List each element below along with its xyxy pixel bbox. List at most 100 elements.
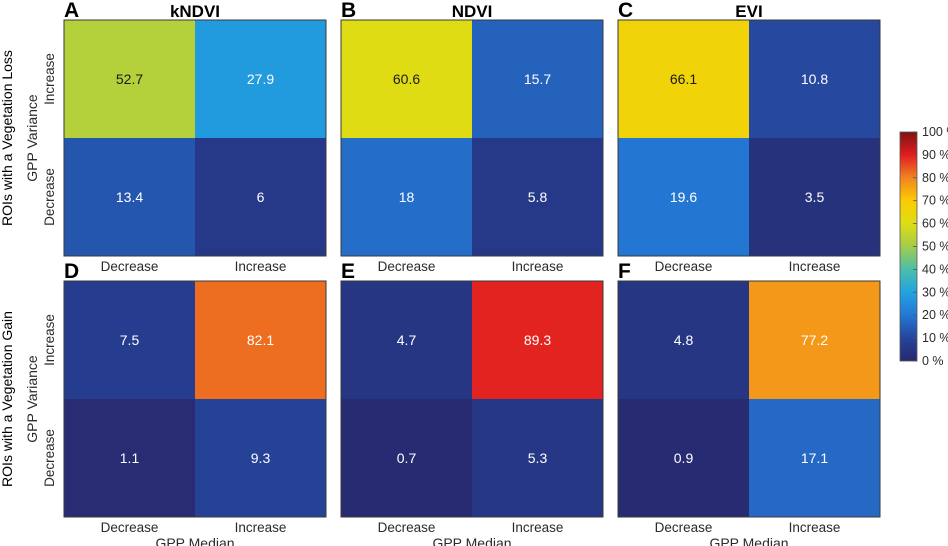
panel-letter: B (341, 0, 356, 22)
heatmap-cell (195, 138, 326, 256)
heatmap-cell (618, 281, 749, 399)
heatmap-cell (341, 138, 472, 256)
panel-title: NDVI (452, 2, 493, 21)
heatmap-cell (341, 281, 472, 399)
x-tick-label: Increase (235, 520, 287, 535)
panel-frame (63, 280, 327, 518)
y-tick-label: Increase (42, 53, 57, 105)
cell-value-label: 0.9 (674, 450, 694, 466)
y-tick-label: Decrease (42, 168, 57, 226)
x-tick-label: Increase (789, 520, 841, 535)
colorbar-tick-label: 60 % (922, 217, 948, 231)
x-axis-title: GPP Median (432, 535, 511, 546)
cell-value-label: 66.1 (670, 71, 697, 87)
cell-value-label: 19.6 (670, 189, 697, 205)
panel-a: 52.7 27.9 13.4 6 A kNDVI Decrease Increase Incre… (0, 0, 327, 274)
panel-title: kNDVI (170, 2, 220, 21)
y-axis-title: GPP Variance (24, 355, 40, 443)
colorbar-tick-label: 80 % (922, 171, 948, 185)
x-tick-label: Decrease (101, 520, 159, 535)
x-tick-label: Decrease (101, 259, 159, 274)
panel-letter: F (618, 260, 631, 283)
heatmap-cell (472, 20, 603, 138)
x-axis-title: GPP Median (155, 535, 234, 546)
cell-value-label: 6 (257, 189, 265, 205)
cell-value-label: 77.2 (801, 332, 828, 348)
colorbar-tick-label: 0 % (922, 354, 944, 368)
colorbar-tick-label: 20 % (922, 308, 948, 322)
cell-value-label: 1.1 (120, 450, 140, 466)
cell-value-label: 4.7 (397, 332, 417, 348)
colorbar-tick-label: 90 % (922, 148, 948, 162)
heatmap-cell (472, 399, 603, 517)
heatmap-cell (195, 399, 326, 517)
colorbar-tick-label: 30 % (922, 285, 948, 299)
cell-value-label: 4.8 (674, 332, 694, 348)
heatmap-cell (341, 20, 472, 138)
cell-value-label: 0.7 (397, 450, 417, 466)
x-tick-label: Decrease (378, 520, 436, 535)
colorbar-tick-label: 50 % (922, 240, 948, 254)
cell-value-label: 10.8 (801, 71, 828, 87)
cell-value-label: 89.3 (524, 332, 551, 348)
heatmap-cell (618, 20, 749, 138)
x-tick-label: Decrease (655, 520, 713, 535)
panel-frame (340, 280, 604, 518)
heatmap-cell (618, 138, 749, 256)
cell-value-label: 17.1 (801, 450, 828, 466)
y-tick-label: Increase (42, 314, 57, 366)
row-title: ROIs with a Vegetation Gain (0, 311, 15, 487)
heatmap-cell (64, 20, 195, 138)
heatmap-cell (195, 20, 326, 138)
cell-value-label: 9.3 (251, 450, 271, 466)
cell-value-label: 3.5 (805, 189, 825, 205)
cell-value-label: 5.3 (528, 450, 548, 466)
cell-value-label: 7.5 (120, 332, 140, 348)
cell-value-label: 27.9 (247, 71, 274, 87)
colorbar-tick-label: 100 % (922, 125, 948, 139)
x-axis-title: GPP Median (709, 535, 788, 546)
heatmap-cell (64, 138, 195, 256)
heatmap-cell (749, 281, 880, 399)
x-tick-label: Increase (512, 520, 564, 535)
panel-letter: E (341, 260, 355, 283)
y-tick-label: Decrease (42, 429, 57, 487)
x-tick-label: Decrease (655, 259, 713, 274)
heatmap-cell (472, 138, 603, 256)
panel-letter: D (64, 260, 79, 283)
panel-frame (617, 19, 881, 257)
heatmap-cell (472, 281, 603, 399)
colorbar-tick-label: 40 % (922, 262, 948, 276)
heatmap-cell (618, 399, 749, 517)
heatmap-cell (64, 399, 195, 517)
y-axis-title: GPP Variance (24, 94, 40, 182)
x-tick-label: Decrease (378, 259, 436, 274)
cell-value-label: 13.4 (116, 189, 143, 205)
x-tick-label: Increase (512, 259, 564, 274)
panel-frame (63, 19, 327, 257)
panel-title: EVI (735, 2, 762, 21)
heatmap-cell (64, 281, 195, 399)
cell-value-label: 60.6 (393, 71, 420, 87)
colorbar-tick-label: 10 % (922, 331, 948, 345)
colorbar-tick-label: 70 % (922, 194, 948, 208)
cell-value-label: 15.7 (524, 71, 551, 87)
panel-frame (340, 19, 604, 257)
cell-value-label: 18 (399, 189, 415, 205)
cell-value-label: 82.1 (247, 332, 274, 348)
heatmap-cell (341, 399, 472, 517)
heatmap-cell (749, 399, 880, 517)
row-title: ROIs with a Vegetation Loss (0, 50, 15, 226)
panel-b: 60.6 15.7 18 5.8 B NDVI Decrease Increase (340, 0, 604, 274)
heatmap-cell (749, 20, 880, 138)
cell-value-label: 5.8 (528, 189, 548, 205)
panel-letter: A (64, 0, 79, 22)
heatmap-cell (195, 281, 326, 399)
x-tick-label: Increase (235, 259, 287, 274)
panel-letter: C (618, 0, 633, 22)
heatmap-cell (749, 138, 880, 256)
